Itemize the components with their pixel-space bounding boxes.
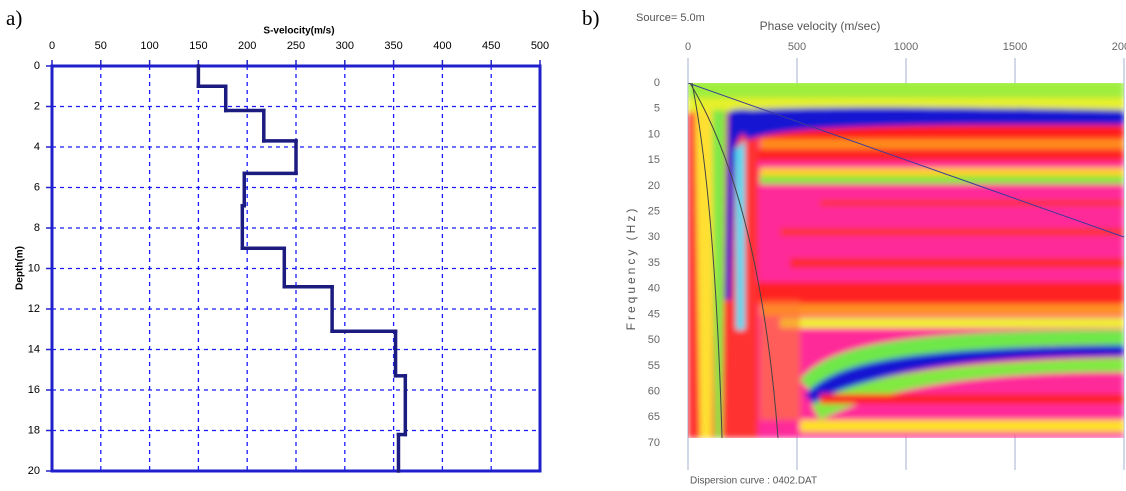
x-tick-label: 2000 [1112, 41, 1126, 53]
y-tick-label: 5 [654, 103, 660, 115]
y-tick-label: 25 [648, 205, 660, 217]
y-tick-label: 20 [648, 180, 660, 192]
y-tick-label: 0 [654, 77, 660, 89]
plot-frame [50, 64, 542, 473]
y-tick-label: 20 [28, 465, 40, 477]
y-tick-label: 45 [648, 308, 660, 320]
x-tick-label: 250 [287, 40, 305, 52]
x-axis-label: S-velocity(m/s) [263, 26, 334, 37]
y-tick-label: 6 [34, 181, 40, 193]
x-tick-label: 150 [189, 40, 207, 52]
y-tick-label: 10 [28, 262, 40, 274]
x-tick-label: 50 [95, 40, 107, 52]
x-tick-label: 100 [140, 40, 158, 52]
y-tick-label: 14 [28, 343, 40, 355]
y-tick-label: 2 [34, 100, 40, 112]
x-tick-label: 0 [49, 40, 55, 52]
y-tick-label: 12 [28, 303, 40, 315]
dispersion-image [688, 83, 1124, 438]
x-tick-label: 1500 [1003, 41, 1027, 53]
y-tick-label: 35 [648, 257, 660, 269]
x-tick-label: 450 [482, 40, 500, 52]
y-tick-label: 50 [648, 334, 660, 346]
y-tick-label: 65 [648, 411, 660, 423]
x-tick-label: 350 [384, 40, 402, 52]
x-tick-label: 200 [238, 40, 256, 52]
x-tick-label: 1000 [894, 41, 918, 53]
panel-label: b) [582, 6, 600, 30]
plot: 0 50 100 150 200 250 300 350 400 450 500 0 2 4 6 8 10 12 1… [28, 40, 549, 477]
axes: 0 500 1000 1500 2000 0 5 10 15 20 25 30 35 40 45 50 55 60… [648, 41, 1126, 449]
x-axis-label: Phase velocity (m/sec) [760, 19, 881, 33]
x-tick-label: 500 [788, 41, 806, 53]
y-tick-label: 4 [34, 141, 40, 153]
y-tick-label: 15 [648, 154, 660, 166]
y-axis-label: Frequency (Hz) [624, 206, 638, 331]
x-tick-label: 0 [685, 41, 691, 53]
y-tick-label: 40 [648, 283, 660, 295]
y-tick-label: 16 [28, 384, 40, 396]
panel-label: a) [6, 6, 22, 30]
x-tick-label: 400 [433, 40, 451, 52]
footer: Dispersion curve : 0402.DAT [690, 476, 817, 487]
y-tick-label: 0 [34, 60, 40, 72]
x-tick-label: 300 [336, 40, 354, 52]
grid [51, 65, 541, 472]
y-tick-label: 8 [34, 222, 40, 234]
y-tick-label: 60 [648, 385, 660, 397]
y-axis-label: Depth(m) [15, 246, 26, 290]
annotation: Source= 5.0m [636, 12, 705, 24]
x-tick-label: 500 [531, 40, 549, 52]
y-tick-label: 30 [648, 231, 660, 243]
y-tick-label: 10 [648, 128, 660, 140]
y-tick-label: 70 [648, 437, 660, 449]
y-tick-label: 18 [28, 424, 40, 436]
y-tick-label: 55 [648, 360, 660, 372]
